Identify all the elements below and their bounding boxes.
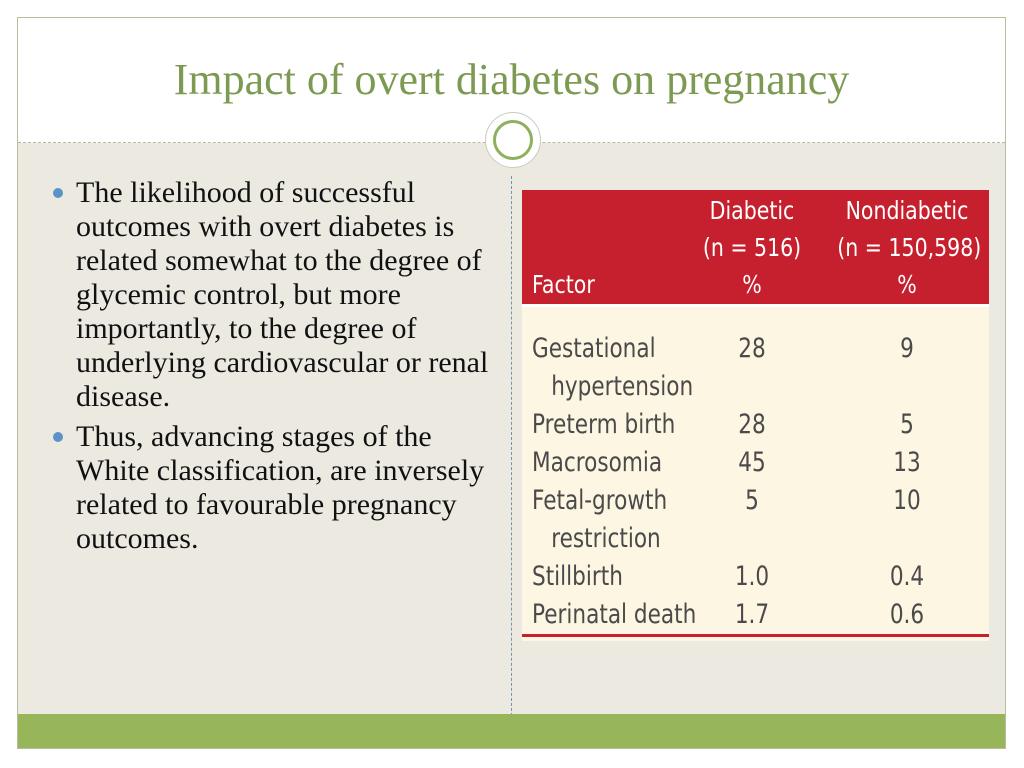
circle-ring (493, 120, 533, 160)
cell-factor: Perinatal death (532, 599, 697, 630)
cell-factor-line: Gestational (532, 333, 656, 364)
header-nondiabetic-unit: % (897, 270, 917, 299)
cell-factor: Fetal-growth restriction (532, 482, 667, 558)
slide-title: Impact of overt diabetes on pregnancy (173, 55, 850, 104)
table-header: Factor Diabetic (n = 516) % Nondiabetic … (522, 190, 989, 307)
cell-factor-line: hypertension (551, 371, 694, 402)
bullet-dot-icon (53, 188, 63, 198)
table-bottom-rule (522, 634, 989, 637)
header-diabetic-unit: % (742, 270, 762, 299)
cell-diabetic: 5 (745, 485, 759, 516)
bullet-list: The likelihood of successful outcomes wi… (50, 176, 500, 562)
bullet-dot-icon (53, 432, 63, 442)
cell-factor-line: Fetal-growth (532, 485, 668, 516)
bullet-item: Thus, advancing stages of the White clas… (50, 420, 500, 556)
cell-factor: Gestational hypertension (532, 330, 693, 406)
cell-diabetic: 1.7 (734, 599, 770, 630)
bullet-item: The likelihood of successful outcomes wi… (50, 176, 500, 414)
cell-nondiabetic: 13 (893, 447, 921, 478)
cell-diabetic: 28 (738, 409, 766, 440)
slide: Impact of overt diabetes on pregnancy Th… (17, 17, 1006, 749)
cell-nondiabetic: 0.4 (889, 561, 925, 592)
cell-factor: Preterm birth (532, 409, 676, 440)
decorative-circle-icon (485, 112, 541, 168)
header-nondiabetic-label: Nondiabetic (845, 196, 969, 225)
cell-diabetic: 45 (738, 447, 766, 478)
cell-nondiabetic: 9 (900, 333, 914, 364)
column-divider (511, 176, 512, 716)
outcomes-table: Factor Diabetic (n = 516) % Nondiabetic … (522, 190, 989, 641)
header-factor: Factor (532, 270, 595, 299)
cell-factor: Macrosomia (532, 447, 663, 478)
header-diabetic-label: Diabetic (709, 196, 795, 225)
cell-diabetic: 28 (738, 333, 766, 364)
footer-bar (18, 714, 1005, 748)
bullet-text: The likelihood of successful outcomes wi… (76, 176, 489, 413)
header-nondiabetic-n: (n = 150,598) (837, 233, 982, 262)
cell-nondiabetic: 5 (900, 409, 914, 440)
bullet-text: Thus, advancing stages of the White clas… (76, 420, 485, 555)
cell-factor-line: restriction (551, 523, 661, 554)
cell-diabetic: 1.0 (734, 561, 770, 592)
cell-nondiabetic: 0.6 (889, 599, 925, 630)
header-diabetic-n: (n = 516) (702, 233, 802, 262)
cell-nondiabetic: 10 (893, 485, 921, 516)
cell-factor: Stillbirth (532, 561, 623, 592)
